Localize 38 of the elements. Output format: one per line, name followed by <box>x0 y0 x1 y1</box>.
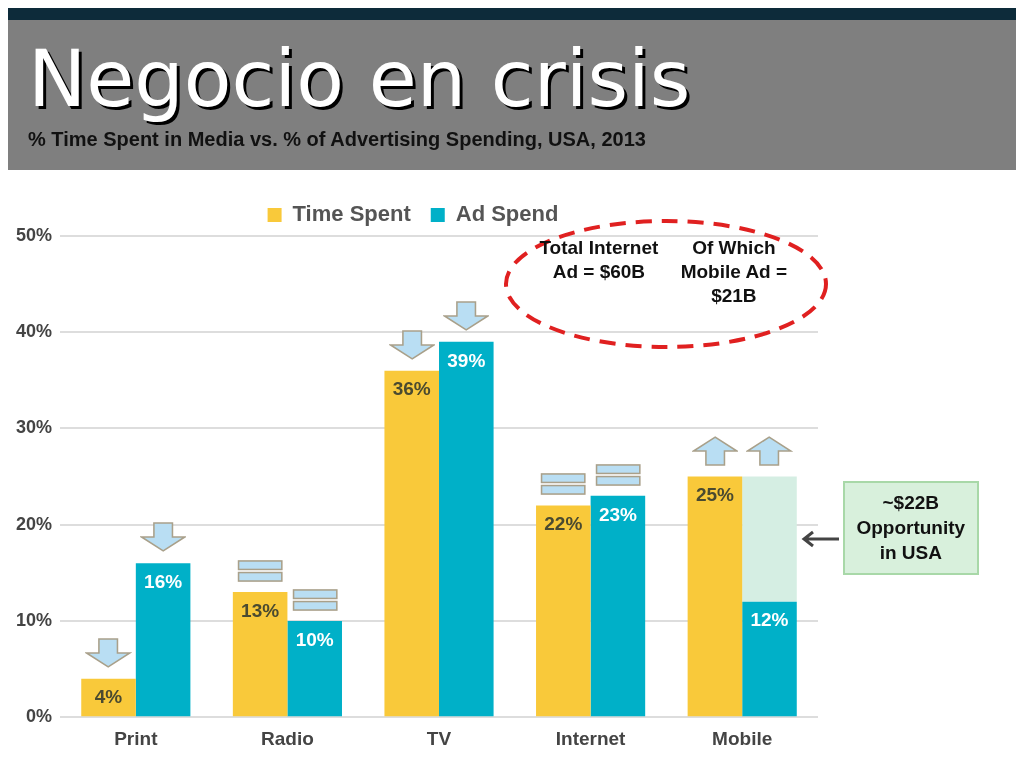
data-label: 39% <box>447 349 486 371</box>
data-label: 13% <box>241 599 280 621</box>
annotation: Total Internet Ad = $60B <box>538 236 660 284</box>
data-label: 10% <box>295 628 334 650</box>
x-tick-label: Internet <box>555 727 627 749</box>
legend-label: Ad Spend <box>455 201 559 227</box>
bar <box>590 495 646 717</box>
y-tick-label: 40% <box>16 321 53 342</box>
bar <box>287 620 342 717</box>
data-label: 23% <box>598 503 638 525</box>
annotation: Of Which Mobile Ad = $21B <box>679 236 789 308</box>
y-tick-label: 50% <box>16 224 53 245</box>
x-tick-label: Print <box>114 727 159 749</box>
x-tick-label: Radio <box>261 727 314 749</box>
bar <box>384 370 440 717</box>
chart-subtitle: % Time Spent in Media vs. % of Advertising Spending, USA, 2013 <box>28 128 647 152</box>
data-label: 36% <box>392 378 431 400</box>
text: ~$22B Opportunity in USA <box>842 481 979 576</box>
x-tick-label: Mobile <box>712 727 773 749</box>
data-label: 22% <box>544 513 583 535</box>
data-label: 12% <box>750 609 789 631</box>
bar <box>439 341 494 717</box>
bar <box>742 476 797 602</box>
bar <box>536 505 591 717</box>
bar <box>232 592 288 717</box>
x-tick-label: TV <box>426 727 452 749</box>
data-label: 16% <box>144 570 183 592</box>
data-label: 4% <box>94 686 123 708</box>
bar <box>687 476 743 717</box>
y-tick-label: 20% <box>16 513 53 534</box>
bar <box>135 563 191 717</box>
y-tick-label: 10% <box>16 609 53 630</box>
bar <box>742 601 797 717</box>
y-tick-label: 0% <box>26 706 53 727</box>
y-tick-label: 30% <box>16 417 53 438</box>
legend-label: Time Spent <box>292 201 412 227</box>
data-label: 25% <box>695 484 735 506</box>
chart-title: Negocio en crisis <box>28 33 692 124</box>
